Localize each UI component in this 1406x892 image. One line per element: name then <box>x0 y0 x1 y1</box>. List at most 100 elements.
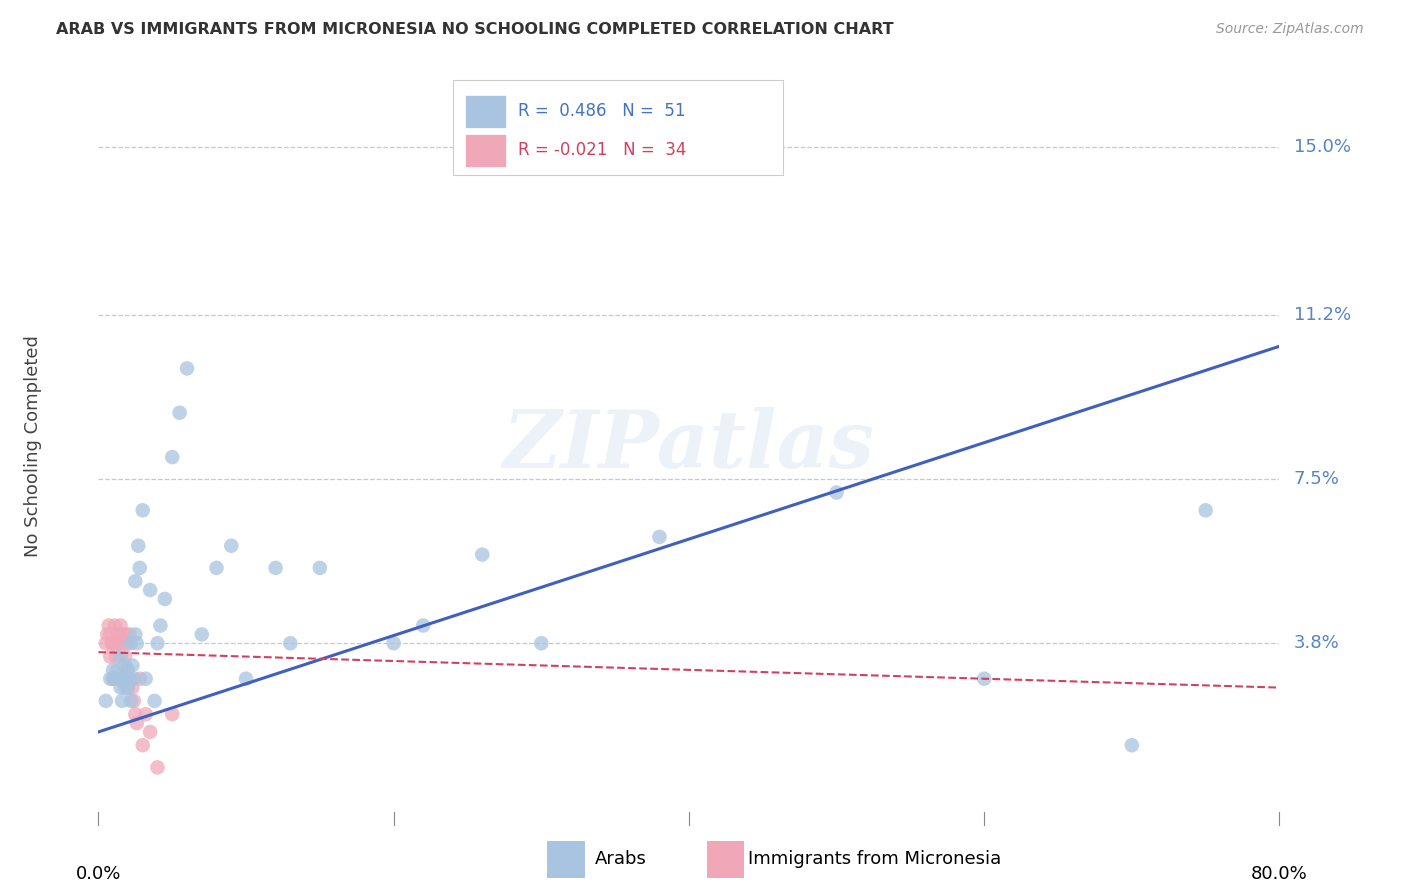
Point <box>115 663 138 677</box>
Point <box>114 649 136 664</box>
Point <box>117 681 139 695</box>
Point <box>530 636 553 650</box>
Point <box>648 530 671 544</box>
Point <box>100 636 122 650</box>
Point <box>97 618 120 632</box>
Text: Source: ZipAtlas.com: Source: ZipAtlas.com <box>1216 22 1364 37</box>
Point <box>135 707 157 722</box>
Point <box>120 636 142 650</box>
Point <box>103 663 125 677</box>
Point <box>111 694 134 708</box>
Point <box>94 694 117 708</box>
Point <box>235 672 257 686</box>
Text: 11.2%: 11.2% <box>1294 306 1351 324</box>
Point <box>108 636 131 650</box>
Point <box>120 672 142 686</box>
Point <box>412 618 434 632</box>
Bar <box>547 841 585 878</box>
Point <box>146 760 169 774</box>
Point <box>128 561 150 575</box>
Point <box>115 672 138 686</box>
Point <box>114 681 136 695</box>
Point <box>98 649 121 664</box>
Point <box>117 636 139 650</box>
Point <box>139 583 162 598</box>
Point <box>125 636 148 650</box>
Point <box>111 672 134 686</box>
Text: ZIPatlas: ZIPatlas <box>503 408 875 484</box>
Point <box>118 627 141 641</box>
Text: 15.0%: 15.0% <box>1294 137 1351 156</box>
Point <box>117 663 139 677</box>
Point <box>139 725 162 739</box>
Text: R = -0.021   N =  34: R = -0.021 N = 34 <box>517 141 686 159</box>
Point <box>114 658 136 673</box>
Point <box>112 636 135 650</box>
Text: No Schooling Completed: No Schooling Completed <box>24 335 42 557</box>
Point <box>110 649 132 664</box>
Point <box>162 450 183 464</box>
Point <box>124 627 146 641</box>
Point <box>125 716 148 731</box>
Point <box>104 618 127 632</box>
Point <box>105 636 128 650</box>
Point <box>825 485 848 500</box>
Point <box>105 672 128 686</box>
Bar <box>464 134 506 167</box>
Point <box>105 649 128 664</box>
Point <box>471 548 494 562</box>
Point <box>146 636 169 650</box>
Point <box>121 681 143 695</box>
Point <box>176 361 198 376</box>
Point <box>103 672 125 686</box>
Point <box>117 681 139 695</box>
Text: 7.5%: 7.5% <box>1294 470 1340 488</box>
Point <box>149 618 172 632</box>
Text: Immigrants from Micronesia: Immigrants from Micronesia <box>748 850 1001 868</box>
Point <box>103 636 125 650</box>
Point <box>162 707 183 722</box>
Point <box>309 561 332 575</box>
Point <box>205 561 228 575</box>
Point <box>973 672 995 686</box>
Point <box>169 406 191 420</box>
Point <box>135 672 157 686</box>
Point <box>110 681 132 695</box>
Point <box>122 672 145 686</box>
Bar <box>464 95 506 128</box>
Point <box>107 663 129 677</box>
Point <box>120 694 142 708</box>
Point <box>191 627 214 641</box>
Point <box>122 694 145 708</box>
Text: 80.0%: 80.0% <box>1251 865 1308 883</box>
Point <box>96 627 118 641</box>
Point <box>382 636 405 650</box>
Point <box>127 539 149 553</box>
Point <box>107 627 129 641</box>
Point <box>98 627 121 641</box>
Point <box>1195 503 1218 517</box>
Text: 3.8%: 3.8% <box>1294 634 1340 652</box>
Text: R =  0.486   N =  51: R = 0.486 N = 51 <box>517 102 685 120</box>
Bar <box>707 841 744 878</box>
Point <box>143 694 166 708</box>
Point <box>98 672 121 686</box>
Point <box>128 672 150 686</box>
Text: 0.0%: 0.0% <box>76 865 121 883</box>
Point <box>1121 738 1143 752</box>
Point <box>124 574 146 589</box>
Text: Arabs: Arabs <box>595 850 647 868</box>
Point <box>124 707 146 722</box>
Point <box>94 636 117 650</box>
Point <box>219 539 242 553</box>
Point <box>132 503 155 517</box>
Point <box>110 618 132 632</box>
Point <box>118 672 141 686</box>
Point <box>121 658 143 673</box>
Point <box>110 627 132 641</box>
FancyBboxPatch shape <box>453 80 783 176</box>
Point <box>278 636 302 650</box>
Text: ARAB VS IMMIGRANTS FROM MICRONESIA NO SCHOOLING COMPLETED CORRELATION CHART: ARAB VS IMMIGRANTS FROM MICRONESIA NO SC… <box>56 22 894 37</box>
Point <box>132 738 155 752</box>
Point <box>114 627 136 641</box>
